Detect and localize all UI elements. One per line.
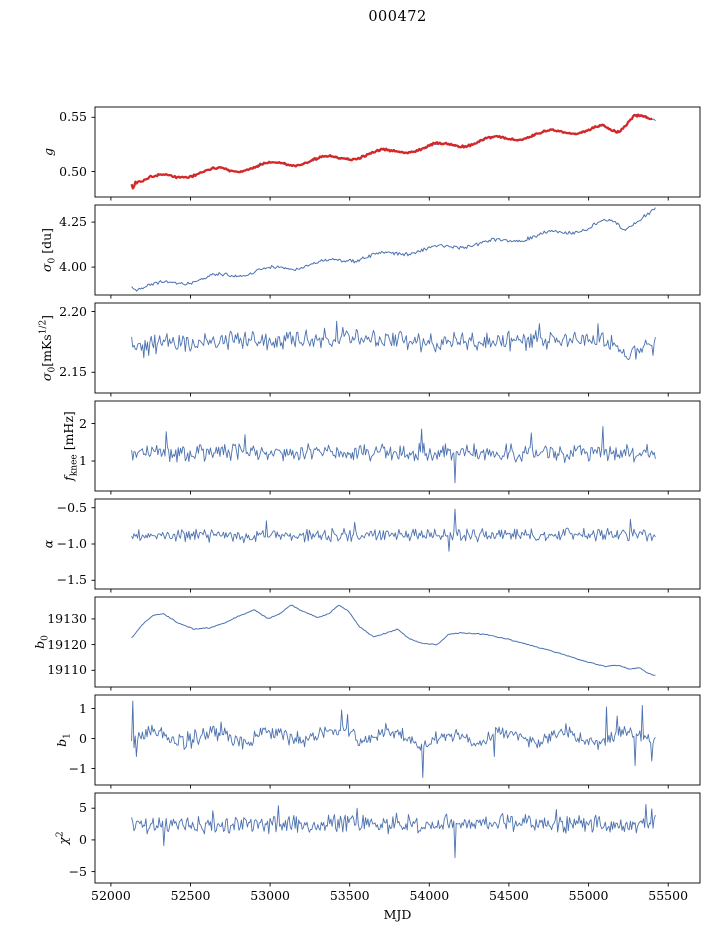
panel-g (94, 106, 701, 198)
series-alpha (131, 508, 656, 552)
series-b0 (131, 604, 656, 676)
y-tick-label-alpha: −1.0 (56, 536, 87, 551)
x-tick-label: 55500 (648, 888, 689, 903)
x-tick-label: 52000 (91, 888, 131, 903)
figure-title: 000472 (368, 9, 427, 25)
y-tick-label-b1: 0 (79, 730, 87, 746)
y-axis-label-chi2: χ2 (55, 831, 71, 845)
series-b1 (131, 700, 656, 778)
y-tick-label-alpha: −1.5 (56, 572, 87, 588)
y-tick-label-b0: 19120 (47, 636, 87, 652)
panel-f-knee (94, 400, 701, 492)
panel-b0 (94, 596, 701, 688)
y-tick-label-f-knee: 1 (79, 453, 87, 468)
y-tick-label-sigma0-du: 4.00 (59, 259, 87, 275)
y-axis-label-f-knee: fknee [mHz] (60, 411, 80, 481)
series-sigma0-du (131, 207, 656, 292)
panel-alpha (94, 498, 701, 590)
y-axis-label-sigma0-du: σ0 [du] (38, 227, 58, 273)
panel-b1 (94, 694, 701, 786)
series-sigma0-mK (131, 320, 656, 361)
y-axis-label-sigma0-mK: σ0[mKs1/2] (38, 314, 58, 382)
panel-sigma0-mK (94, 302, 701, 394)
y-axis-label-alpha: α (40, 539, 56, 549)
x-tick-label: 52500 (170, 888, 211, 903)
y-tick-label-sigma0-du: 4.25 (59, 214, 87, 230)
x-tick-label: 53000 (250, 888, 291, 903)
y-tick-label-g: 0.55 (59, 109, 87, 125)
x-tick-label: 54500 (489, 888, 529, 903)
y-axis-label-g: g (40, 147, 56, 157)
y-tick-label-b0: 19110 (47, 662, 87, 678)
x-axis-label: MJD (383, 907, 412, 922)
y-tick-label-g: 0.50 (59, 163, 87, 179)
panel-sigma0-du (94, 204, 701, 296)
y-tick-label-chi2: 0 (79, 831, 87, 847)
y-tick-label-sigma0-mK: 2.15 (59, 364, 87, 380)
panel-chi2 (94, 792, 701, 884)
series-f-knee (131, 426, 656, 484)
y-tick-label-b0: 19130 (47, 610, 87, 626)
series-chi2 (131, 803, 656, 859)
y-tick-label-chi2: 5 (79, 800, 87, 816)
x-tick-label: 53500 (329, 888, 370, 903)
y-tick-label-b1: 1 (79, 700, 87, 716)
y-tick-label-b1: −1 (68, 760, 87, 776)
y-tick-label-chi2: −5 (68, 863, 87, 879)
y-tick-label-f-knee: 2 (79, 415, 87, 431)
x-tick-label: 54000 (409, 888, 450, 903)
y-tick-label-sigma0-mK: 2.20 (59, 303, 87, 319)
series-g-data-red (130, 113, 653, 190)
y-axis-label-b1: b1 (53, 733, 72, 747)
x-tick-label: 55000 (568, 888, 609, 903)
y-axis-label-b0: b0 (31, 635, 51, 649)
y-tick-label-alpha: −0.5 (56, 499, 87, 515)
